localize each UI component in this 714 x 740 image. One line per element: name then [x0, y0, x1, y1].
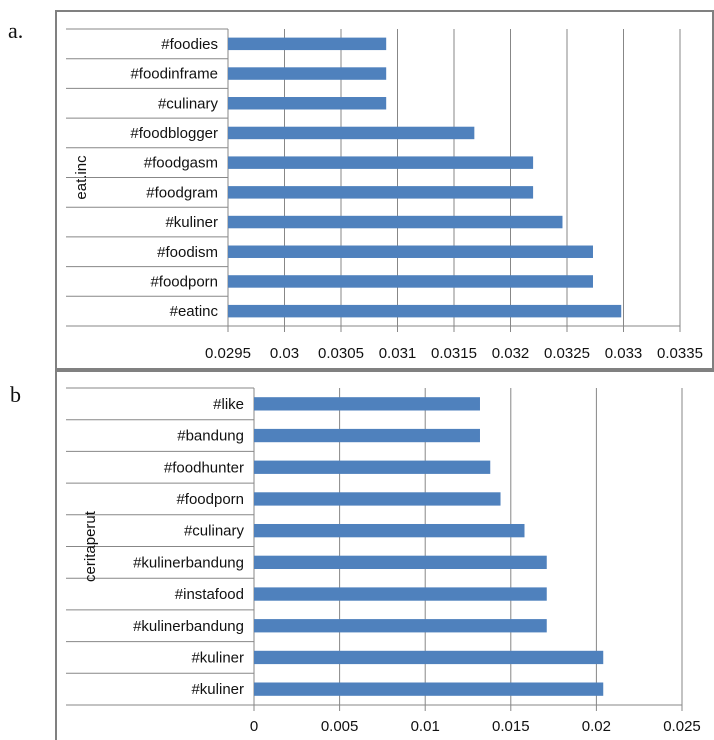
bar-a	[228, 97, 387, 110]
category-label-b: #foodporn	[176, 491, 244, 508]
x-tick-label-b: 0	[250, 718, 258, 735]
bar-b	[254, 619, 547, 633]
category-label-b: #culinary	[184, 523, 245, 540]
bar-b	[254, 587, 547, 601]
x-tick-label-a: 0.0295	[205, 345, 251, 362]
x-tick-label-a: 0.03	[270, 345, 299, 362]
bar-a	[228, 245, 593, 258]
x-tick-label-b: 0.015	[492, 718, 530, 735]
bar-a	[228, 156, 534, 169]
category-label-b: #like	[213, 396, 244, 413]
x-tick-label-a: 0.0335	[657, 345, 703, 362]
bar-b	[254, 555, 547, 570]
category-label-a: #eatinc	[170, 303, 219, 320]
bar-b	[254, 428, 480, 443]
bar-a	[228, 215, 563, 229]
bar-a	[228, 186, 534, 199]
x-tick-label-a: 0.031	[379, 345, 417, 362]
category-label-b: #kulinerbandung	[133, 554, 244, 571]
y-axis-title-a: eat.inc	[73, 155, 90, 200]
bar-b	[254, 492, 501, 506]
bar-a	[228, 304, 622, 318]
category-label-a: #foodinframe	[130, 66, 218, 83]
bar-b	[254, 523, 525, 538]
y-axis-title-b: ceritaperut	[82, 510, 99, 582]
x-tick-label-a: 0.0305	[318, 345, 364, 362]
bar-a	[228, 37, 387, 51]
category-label-a: #foodism	[157, 244, 218, 261]
x-tick-label-a: 0.033	[605, 345, 643, 362]
x-tick-label-b: 0.01	[411, 718, 440, 735]
panel-a-label: a.	[8, 18, 24, 43]
x-tick-label-a: 0.0325	[544, 345, 590, 362]
x-tick-label-a: 0.0315	[431, 345, 477, 362]
category-label-b: #bandung	[177, 428, 244, 445]
category-label-b: #kulinerbandung	[133, 618, 244, 635]
panel-a-frame	[55, 10, 714, 370]
bar-b	[254, 397, 480, 411]
x-tick-label-b: 0.025	[663, 718, 701, 735]
category-label-a: #foodies	[161, 36, 218, 53]
bar-a	[228, 126, 475, 140]
category-label-b: #foodhunter	[164, 459, 244, 476]
category-label-a: #foodporn	[150, 273, 218, 290]
category-label-a: #foodblogger	[130, 125, 218, 142]
category-label-a: #foodgram	[146, 184, 218, 201]
bar-a	[228, 275, 593, 288]
category-label-b: #kuliner	[191, 681, 244, 698]
category-label-a: #foodgasm	[144, 155, 218, 172]
bar-b	[254, 460, 491, 474]
panel-b-frame	[55, 370, 714, 740]
bar-b	[254, 682, 604, 696]
category-label-a: #kuliner	[165, 214, 218, 231]
x-tick-label-a: 0.032	[492, 345, 530, 362]
x-tick-label-b: 0.005	[321, 718, 359, 735]
category-label-b: #instafood	[175, 586, 244, 603]
panel-b-label: b	[10, 382, 21, 407]
category-label-a: #culinary	[158, 95, 219, 112]
bar-b	[254, 650, 604, 665]
bar-a	[228, 67, 387, 80]
x-tick-label-b: 0.02	[582, 718, 611, 735]
category-label-b: #kuliner	[191, 649, 244, 666]
